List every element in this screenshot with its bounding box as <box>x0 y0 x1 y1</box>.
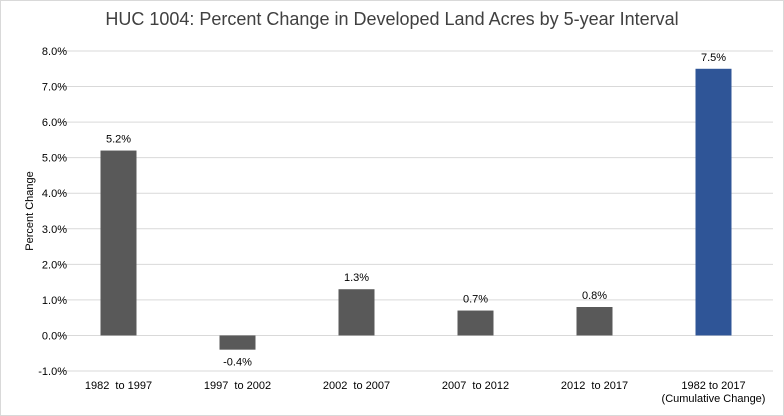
data-label: 1.3% <box>344 272 369 284</box>
x-category-label: 2007 to 2012 <box>442 380 509 392</box>
bar <box>338 289 375 336</box>
y-tick-label: 3.0% <box>42 224 67 236</box>
y-tick-label: 5.0% <box>42 153 67 165</box>
bar <box>695 68 732 336</box>
bar <box>576 307 613 336</box>
data-label: 0.8% <box>582 290 607 302</box>
y-tick-label: 6.0% <box>42 117 67 129</box>
y-tick-label: 7.0% <box>42 82 67 94</box>
y-tick-label: 4.0% <box>42 188 67 200</box>
data-label: 7.5% <box>701 52 726 64</box>
y-tick-label: 1.0% <box>42 295 67 307</box>
bar <box>457 310 494 336</box>
y-tick-label: 8.0% <box>42 46 67 58</box>
x-category-label: 2012 to 2017 <box>561 380 628 392</box>
y-tick-label: 0.0% <box>42 330 67 342</box>
y-tick-label: 2.0% <box>42 259 67 271</box>
x-category-label: 1982 to 2017 <box>681 380 745 392</box>
data-label: 5.2% <box>106 134 131 146</box>
data-label: 0.7% <box>463 294 488 306</box>
y-tick-label: -1.0% <box>38 366 67 378</box>
bar <box>100 150 137 336</box>
x-category-label: 1997 to 2002 <box>204 380 271 392</box>
data-label: -0.4% <box>223 357 252 369</box>
y-axis-label: Percent Change <box>24 171 36 251</box>
bar <box>219 335 256 350</box>
chart-title: HUC 1004: Percent Change in Developed La… <box>105 9 679 29</box>
x-category-label: (Cumulative Change) <box>662 393 766 405</box>
x-category-label: 2002 to 2007 <box>323 380 390 392</box>
x-category-label: 1982 to 1997 <box>85 380 152 392</box>
